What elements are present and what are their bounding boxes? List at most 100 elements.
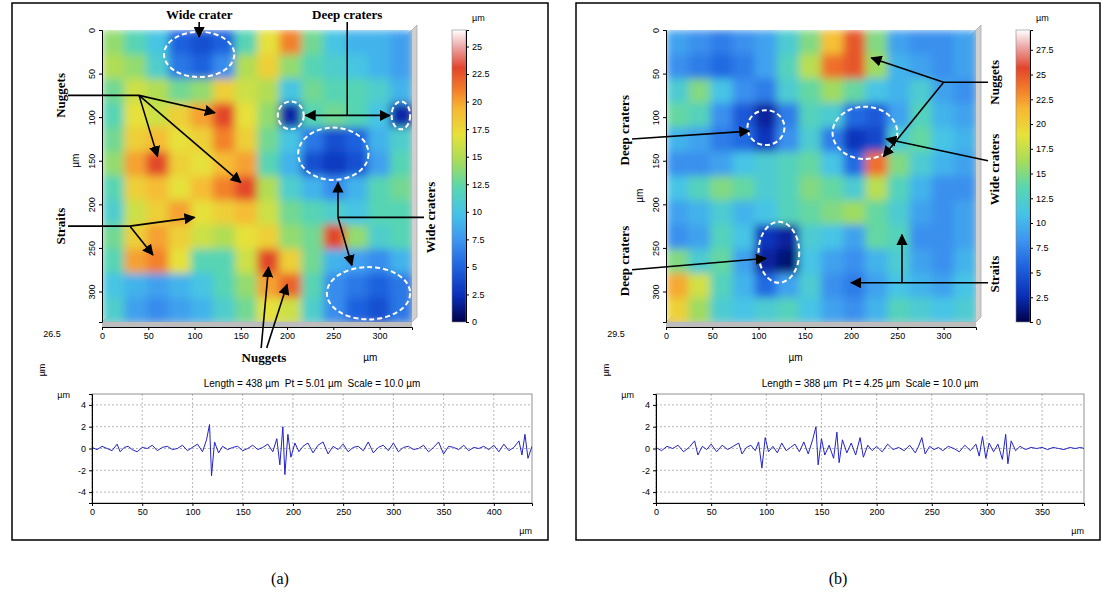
surface-cell: [932, 103, 955, 128]
colorbar-axis-tick: 17.5: [1030, 144, 1054, 154]
surface-cell: [146, 30, 169, 55]
surface-cell: [213, 79, 236, 104]
surface-cell: [954, 249, 976, 274]
surface-cell: [213, 176, 236, 201]
profile-x-axis-tick: 200: [870, 503, 885, 517]
surface-cell: [666, 30, 689, 55]
colorbar-axis-tick: 0: [1030, 317, 1041, 327]
surface-x-axis-tick-label: 100: [188, 331, 203, 341]
colorbar-axis-tick-label: 12.5: [472, 180, 490, 190]
colorbar-axis-tick-label: 0: [472, 317, 477, 327]
surface-cell: [146, 298, 169, 322]
surface-cell: [168, 273, 191, 298]
surface-cell: [755, 79, 778, 104]
surface-x-axis-tick-label: 200: [844, 331, 859, 341]
colorbar-axis-tick-label: 5: [1036, 268, 1041, 278]
surface-z-title: µm: [601, 364, 611, 377]
surface-cell: [279, 176, 302, 201]
colorbar-axis-tick-label: 5: [472, 262, 477, 272]
surface-x-axis-tick-mark: [897, 327, 898, 330]
surface-y-axis-tick: 50: [651, 69, 666, 79]
profile-x-axis-tick: 350: [1035, 503, 1050, 517]
profile-x-axis-tick-label: 200: [870, 507, 885, 517]
surface-x-axis-tick-label: 50: [144, 331, 154, 341]
surface-cell: [124, 273, 147, 298]
surface-cell: [368, 176, 391, 201]
profile-y-axis-tick-label: 2: [81, 422, 86, 432]
surface-cell: [732, 54, 755, 79]
surface-cell: [213, 298, 236, 322]
surface-cell: [323, 225, 346, 250]
surface-cell: [102, 225, 125, 250]
profile-y-axis-tick: 2: [81, 422, 92, 432]
surface-cell: [102, 79, 125, 104]
surface-cell: [213, 152, 236, 177]
surface-cell: [368, 273, 391, 298]
colorbar-axis-tick: 27.5: [1030, 45, 1054, 55]
surface-cell: [257, 30, 280, 55]
surface-cell: [323, 249, 346, 274]
surface-cell: [710, 54, 733, 79]
surface-cell: [102, 127, 125, 152]
surface-cell: [124, 249, 147, 274]
colorbar-axis-tick: 10: [466, 207, 482, 217]
profile-y-axis-tick-label: 2: [645, 422, 650, 432]
colorbar-axis-tick-mark: [466, 267, 469, 268]
surface-cell: [887, 152, 910, 177]
surface-y-axis-tick-label: 100: [651, 110, 661, 125]
annotation: Wide craters: [423, 182, 438, 254]
surface-x-axis-tick: 50: [144, 327, 154, 341]
crater-outline: [278, 101, 304, 129]
surface-x-axis-tick-mark: [102, 327, 103, 330]
colorbar-axis-tick: 17.5: [466, 125, 490, 135]
surface-cell: [191, 79, 214, 104]
profile-y-axis-tick: 0: [81, 444, 92, 454]
surface-cell: [301, 30, 324, 55]
surface-y-axis-tick-mark: [99, 161, 102, 162]
panel-frame: [576, 3, 1100, 540]
profile-x-axis-tick-label: 150: [236, 507, 251, 517]
surface-cell: [666, 152, 689, 177]
surface-x-axis-tick-mark: [805, 327, 806, 330]
surface-cell: [688, 249, 711, 274]
surface-y-axis-tick-label: 300: [651, 284, 661, 299]
surface-cell: [666, 273, 689, 298]
surface-x-axis: 050100150200250300: [664, 327, 977, 341]
surface-y-axis-tick-label: 150: [87, 154, 97, 169]
surface-y-axis-tick-mark: [663, 204, 666, 205]
surface-cell: [755, 273, 778, 298]
surface-cell: [865, 249, 888, 274]
surface-cell: [688, 103, 711, 128]
profile-y-axis-line: [653, 395, 657, 504]
surface-cell: [213, 249, 236, 274]
surface-cell: [390, 152, 412, 177]
surface-cell: [887, 225, 910, 250]
surface-y-axis-tick-label: 200: [87, 197, 97, 212]
grid-line: [92, 404, 532, 405]
colorbar-axis-tick-label: 7.5: [472, 235, 485, 245]
surface-cell: [732, 200, 755, 225]
surface-y-axis-tick-label: 100: [87, 110, 97, 125]
surface-cell: [799, 176, 822, 201]
surface-cell: [146, 54, 169, 79]
surface-y-axis-tick: 300: [651, 284, 666, 299]
panel-label: (b): [829, 570, 848, 588]
profile-x-axis-tick-label: 200: [286, 507, 301, 517]
surface-cell: [710, 176, 733, 201]
surface-cell: [843, 79, 866, 104]
surface-cell: [346, 176, 369, 201]
surface-cell: [755, 54, 778, 79]
colorbar-axis-tick-mark: [466, 239, 469, 240]
surface-cell: [368, 225, 391, 250]
surface-cell: [799, 200, 822, 225]
profile-y-axis-tick-mark: [89, 470, 92, 471]
surface-y-axis-tick: 250: [87, 241, 102, 256]
surface-cell: [710, 152, 733, 177]
surface-cell: [191, 298, 214, 322]
surface-cell: [843, 225, 866, 250]
surface-base: [666, 322, 976, 327]
profile-x-axis-tick: 250: [336, 503, 351, 517]
panel-frame: [12, 3, 548, 540]
grid-line: [443, 394, 444, 503]
surface-cell: [666, 54, 689, 79]
